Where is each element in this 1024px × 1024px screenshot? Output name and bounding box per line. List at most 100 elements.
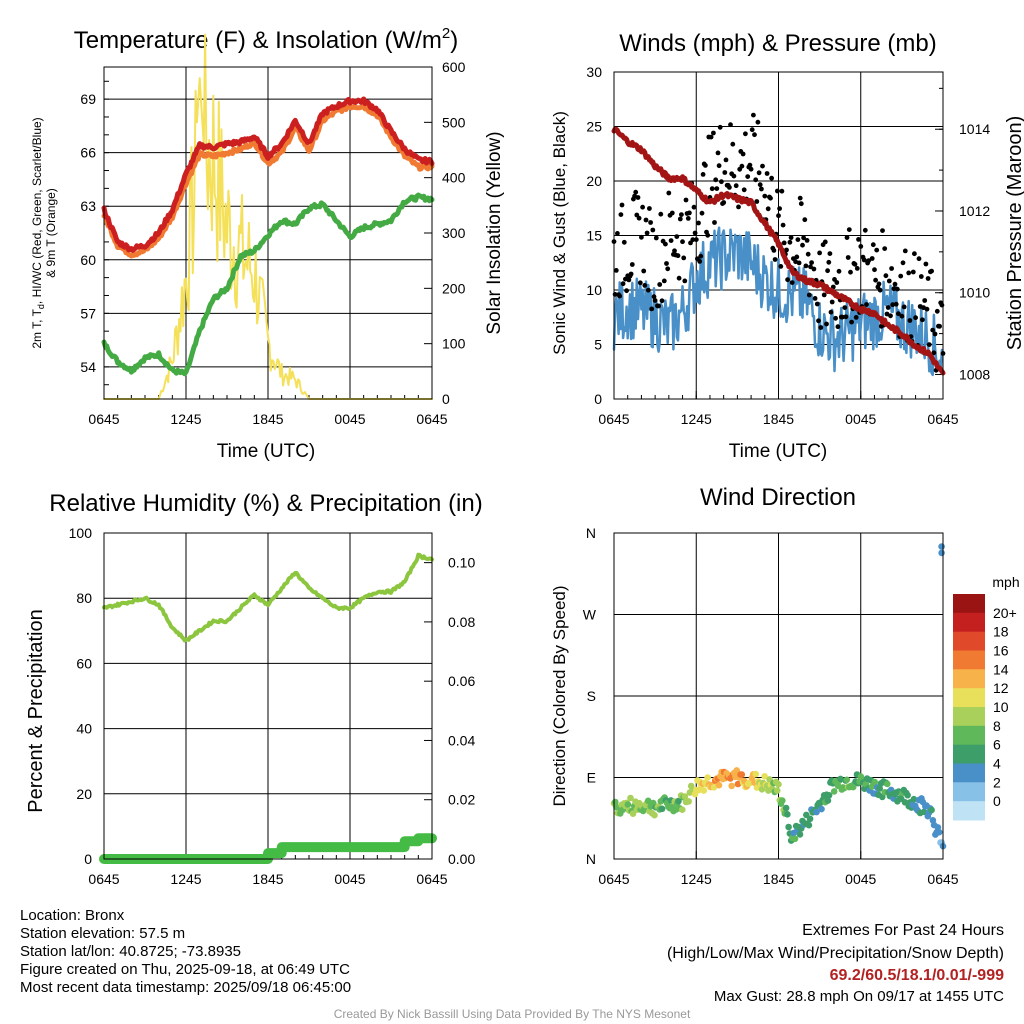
wind-gust-point (771, 248, 777, 253)
speed-legend-label: 4 (993, 756, 1001, 772)
wind-gust-point (682, 278, 688, 284)
created-text: Figure created on Thu, 2025-09-18, at 06… (20, 961, 350, 978)
dir-point (910, 795, 918, 803)
wind-gust-point (755, 119, 761, 125)
dir-ytick-label: N (586, 525, 596, 541)
wind-frame (613, 71, 944, 400)
dir-point (843, 776, 851, 784)
wind-gust-point (757, 182, 763, 188)
wind-gust-point (642, 283, 648, 288)
elevation-text: Station elevation: 57.5 m (20, 925, 186, 942)
wind-gust-point (816, 318, 821, 324)
dir-point (935, 828, 943, 836)
wind-gust-point (843, 314, 849, 320)
dir-point (681, 793, 689, 800)
wind-gust-point (930, 327, 936, 333)
temp-y2tick-label: 0 (442, 391, 450, 407)
wind-gust-point (869, 256, 875, 261)
wind-ytick-label: 10 (586, 282, 602, 298)
wind-gust-point (797, 195, 803, 201)
wind-gust-point (848, 269, 853, 275)
wind-gust-point (728, 122, 733, 128)
wind-gust-point (934, 308, 940, 314)
temp-frame (103, 66, 433, 400)
wind-gust-point (719, 179, 724, 185)
rh-y2tick-label: 0.10 (448, 555, 475, 571)
speed-legend-swatch (953, 669, 985, 689)
dir-ylabel-left: Direction (Colored By Speed) (550, 585, 569, 806)
wind-gust-point (889, 266, 894, 271)
speed-legend-label: 6 (993, 737, 1001, 753)
wind-gust-point (923, 261, 929, 267)
speed-legend-swatch (953, 801, 985, 821)
wind-gust-point (633, 189, 639, 195)
dir-point (733, 767, 740, 774)
dir-point (825, 792, 833, 799)
wind-gust-point (939, 302, 945, 308)
wind-gust-point (658, 211, 664, 217)
dir-point (752, 770, 759, 778)
wind-gust-point (912, 251, 917, 257)
temp-ylabel-right: Solar Insolation (Yellow) (484, 131, 505, 334)
wind-ytick-label: 20 (586, 173, 602, 189)
rh-ytick-label: 20 (76, 786, 92, 802)
wind-gust-point (768, 195, 773, 201)
wind-y2tick-label: 1014 (959, 121, 990, 137)
dir-frame (613, 532, 944, 860)
wind-gust-point (894, 286, 900, 292)
temp-y2tick-label: 100 (442, 336, 466, 352)
wind-gust-point (781, 240, 787, 246)
wind-gust-point (674, 234, 680, 240)
wind-gust-point (769, 175, 774, 181)
dir-point (830, 788, 838, 795)
wind-gust-point (925, 276, 931, 281)
wind-gust-point (698, 253, 704, 259)
wind-gust-point (677, 216, 683, 222)
wind-gust-point (685, 216, 691, 221)
temp-y2tick-label: 300 (442, 225, 466, 241)
wind-y2tick-label: 1010 (959, 285, 990, 301)
dir-ytick-label: N (586, 851, 596, 867)
wind-gust-point (825, 268, 830, 274)
wind-gust-point (910, 269, 916, 275)
temp-ytick-label: 66 (80, 145, 96, 161)
wind-series-pressure (611, 126, 946, 376)
temp-series-2m-temp (101, 96, 435, 253)
wind-gust-point (858, 244, 864, 249)
dir-point (785, 823, 792, 831)
wind-gust-point (784, 247, 789, 253)
rh-y2tick-label: 0.04 (448, 732, 475, 748)
speed-legend-label: 8 (993, 718, 1001, 734)
wind-gust-point (926, 342, 932, 347)
rh-ytick-label: 0 (84, 851, 92, 867)
wind-gust-point (651, 294, 657, 300)
wind-gust-point (803, 263, 809, 269)
wind-gust-point (916, 256, 922, 262)
wind-gust-point (795, 237, 801, 243)
wind-gust-point (648, 220, 653, 225)
wind-gust-point (723, 157, 729, 163)
speed-legend-title: mph (992, 574, 1019, 590)
wind-gust-point (937, 323, 942, 329)
rh-ytick-label: 80 (76, 590, 92, 606)
wind-gust-point (680, 239, 685, 245)
dir-point (884, 780, 891, 788)
wind-gust-point (901, 304, 907, 310)
temp-ylabel-left-line1b: , HI/WC (Red, Green, Scarlet/Blue) (30, 117, 44, 304)
dir-point (920, 808, 928, 816)
wind-gust-point (665, 266, 671, 272)
speed-legend-swatch (953, 782, 985, 802)
speed-legend-swatch (953, 763, 985, 783)
speed-legend-swatch (953, 612, 985, 633)
wind-gust-point (613, 268, 619, 273)
wind-gust-point (675, 253, 681, 259)
rh-series-humidity (102, 552, 434, 643)
speed-legend-swatch (953, 594, 985, 614)
dir-ytick-label: W (583, 607, 597, 623)
temp-y2tick-label: 500 (442, 114, 466, 130)
dir-xtick-label: 0045 (845, 871, 876, 887)
wind-gust-point (711, 130, 716, 136)
wind-gust-point (772, 257, 778, 262)
wind-gust-point (794, 254, 800, 260)
